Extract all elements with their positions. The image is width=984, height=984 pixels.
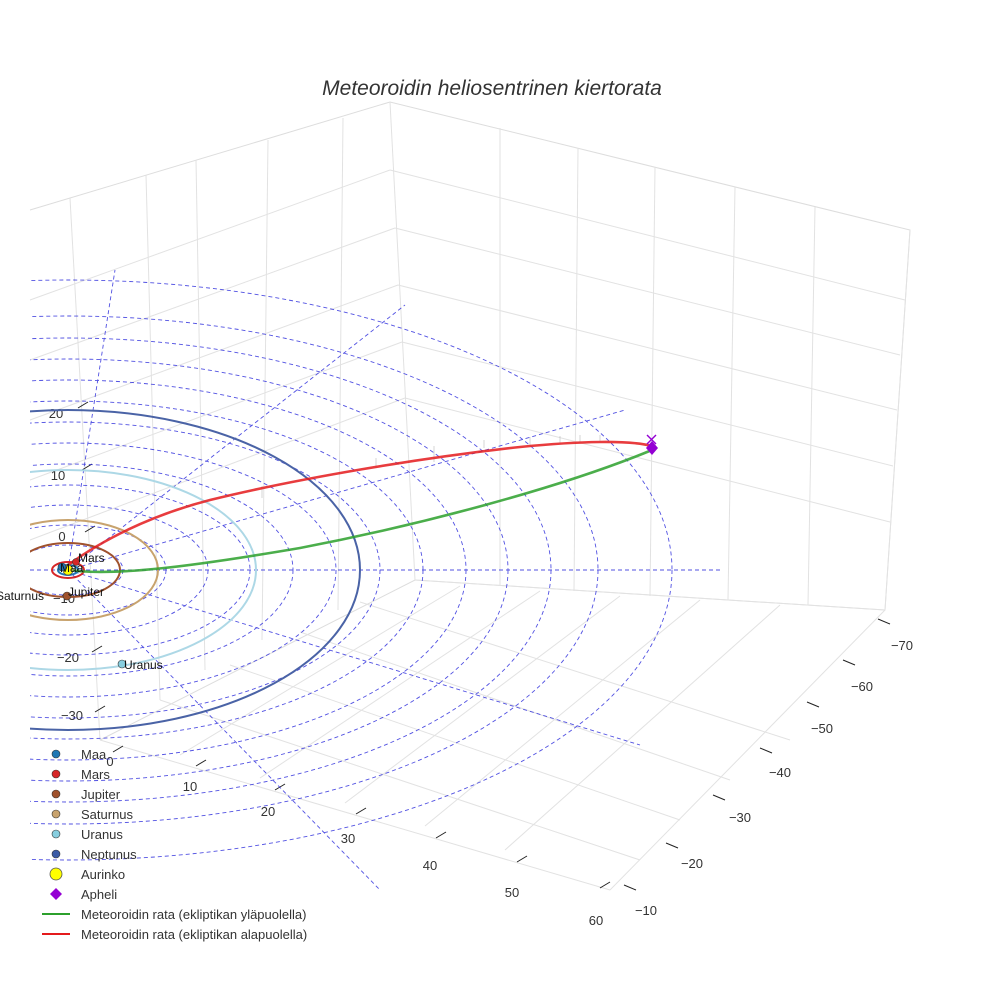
legend-marker-icon (51, 809, 61, 819)
legend-item: Maa (51, 747, 107, 762)
legend-label: Neptunus (81, 847, 137, 862)
uranus-marker (117, 659, 127, 669)
legend-diamond-icon (50, 888, 62, 900)
aphelion-cross-icon (646, 434, 657, 445)
ecliptic-spoke-6 (67, 569, 641, 746)
x-tick-label: 40 (423, 858, 437, 873)
legend-item: Saturnus (51, 807, 134, 822)
legend-marker-icon (51, 749, 61, 759)
legend-item: Uranus (51, 827, 123, 842)
y-tick-label: −50 (811, 721, 833, 736)
back-pane-grid (29, 101, 911, 741)
planet-label-maa: Maa (60, 561, 84, 575)
y-tick-label: −20 (681, 856, 703, 871)
z-tick-label: 0 (58, 529, 65, 544)
legend-label: Uranus (81, 827, 123, 842)
planet-orbits (30, 409, 361, 731)
z-tick-label: −20 (57, 650, 79, 665)
y-tick-label: −70 (891, 638, 913, 653)
legend-label: Meteoroidin rata (ekliptikan yläpuolella… (81, 907, 306, 922)
z-tick-label: −30 (61, 708, 83, 723)
x-tick-label: 30 (341, 831, 355, 846)
legend-item: Meteoroidin rata (ekliptikan alapuolella… (42, 927, 307, 942)
legend-item: Neptunus (51, 847, 137, 862)
mars-orbit (51, 561, 85, 579)
legend-label: Jupiter (81, 787, 121, 802)
axis-panes (29, 101, 911, 891)
neptunus-orbit (30, 409, 361, 731)
maa-marker (57, 562, 67, 572)
legend-label: Meteoroidin rata (ekliptikan alapuolella… (81, 927, 307, 942)
ecliptic-spoke-2 (67, 409, 626, 571)
legend-label: Apheli (81, 887, 117, 902)
x-tick-label: 0 (106, 754, 113, 769)
y-tick-label: −40 (769, 765, 791, 780)
orbit-series-below (62, 440, 653, 571)
x-tick-label: 10 (183, 779, 197, 794)
x-tick-labels: 0 10 20 30 40 50 60 (106, 754, 603, 928)
legend-item: Meteoroidin rata (ekliptikan yläpuolella… (42, 907, 306, 922)
legend-item: Jupiter (51, 787, 121, 802)
x-tick-label: 60 (589, 913, 603, 928)
orbit-series-above (62, 448, 653, 574)
mars-marker (72, 558, 80, 566)
planet-label-jupiter: Jupiter (68, 585, 104, 599)
ecliptic-ring-13 (30, 279, 673, 861)
legend-sun-icon (49, 867, 63, 881)
legend-label: Maa (81, 747, 107, 762)
back-pane-outline (29, 101, 911, 741)
legend-item: Apheli (50, 887, 117, 902)
ecliptic-spoke-5 (67, 569, 381, 891)
planet-label-uranus: Uranus (124, 658, 163, 672)
tick-marks (77, 401, 891, 891)
jupiter-marker (62, 591, 72, 601)
planet-label-saturnus: Saturnus (0, 589, 44, 603)
ecliptic-ring-6 (30, 442, 337, 698)
legend-marker-icon (51, 849, 61, 859)
legend-marker-icon (51, 769, 61, 779)
z-tick-label: 10 (51, 468, 65, 483)
floor-grid (99, 579, 886, 891)
x-tick-label: 50 (505, 885, 519, 900)
y-tick-label: −30 (729, 810, 751, 825)
planet-label-mars: Mars (78, 551, 105, 565)
legend-marker-icon (51, 829, 61, 839)
legend-marker-icon (51, 789, 61, 799)
aphelion-marker (646, 441, 658, 455)
ecliptic-spoke-3 (67, 304, 406, 571)
saturnus-orbit (30, 519, 159, 621)
ecliptic-reference-grid (30, 269, 720, 891)
legend-label: Mars (81, 767, 110, 782)
legend-item: Aurinko (49, 867, 125, 882)
x-tick-label: 20 (261, 804, 275, 819)
y-tick-label: −10 (635, 903, 657, 918)
y-tick-labels: −70 −60 −50 −40 −30 −20 −10 (635, 638, 913, 918)
y-tick-label: −60 (851, 679, 873, 694)
legend-item: Mars (51, 767, 110, 782)
legend: Maa Mars Jupiter Saturnus Uranus Neptunus Auri… (42, 747, 307, 942)
legend-label: Aurinko (81, 867, 125, 882)
chart-title: Meteoroidin heliosentrinen kiertorata (322, 77, 662, 100)
uranus-orbit (30, 469, 257, 671)
legend-label: Saturnus (81, 807, 134, 822)
z-tick-label: 20 (49, 406, 63, 421)
